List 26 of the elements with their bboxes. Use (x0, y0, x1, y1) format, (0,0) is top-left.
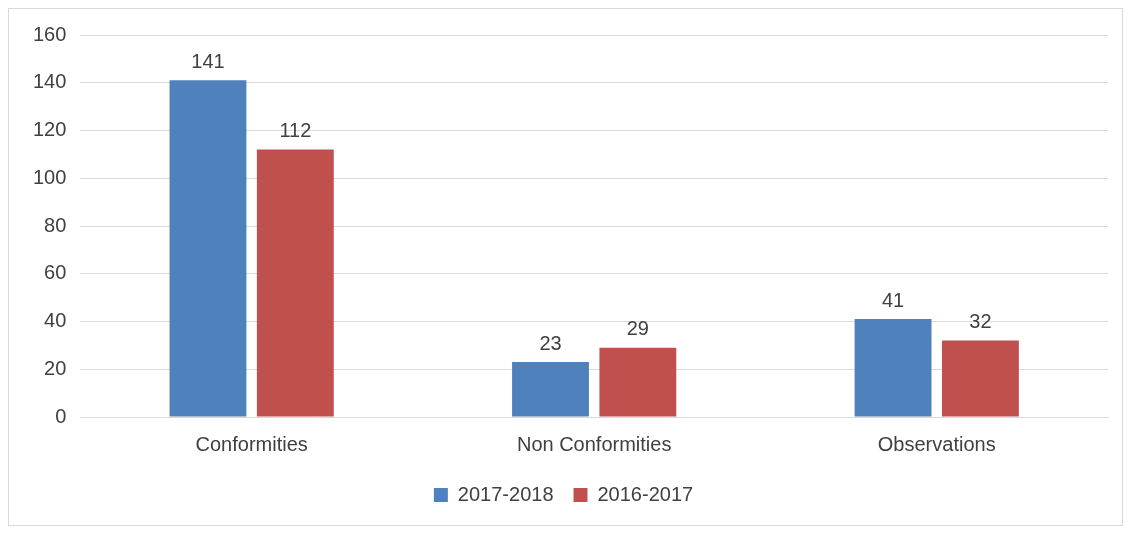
y-tick-label: 40 (44, 309, 67, 332)
x-tick-label: Conformities (195, 432, 308, 455)
x-tick-label: Non Conformities (516, 432, 672, 455)
legend-label: 2017-2018 (457, 482, 554, 505)
y-tick-label: 140 (32, 70, 67, 93)
bar (854, 319, 932, 417)
data-label: 29 (626, 317, 649, 340)
bar (169, 80, 247, 417)
data-label: 112 (279, 119, 312, 142)
bar (256, 149, 334, 417)
legend-label: 2016-2017 (597, 482, 694, 505)
bar (941, 340, 1019, 417)
data-label: 141 (191, 49, 225, 72)
bar (512, 362, 589, 417)
data-label: 23 (539, 331, 562, 354)
y-tick-label: 60 (44, 261, 67, 284)
data-label: 41 (881, 288, 905, 311)
y-tick-label: 100 (32, 165, 67, 188)
y-tick-label: 120 (32, 118, 67, 141)
x-tick-label: Observations (877, 432, 996, 455)
y-tick-label: 20 (44, 356, 67, 379)
y-tick-label: 0 (55, 404, 67, 427)
y-tick-label: 160 (32, 22, 67, 45)
data-label: 32 (969, 310, 992, 333)
y-tick-label: 80 (44, 213, 67, 236)
bar (599, 347, 677, 417)
